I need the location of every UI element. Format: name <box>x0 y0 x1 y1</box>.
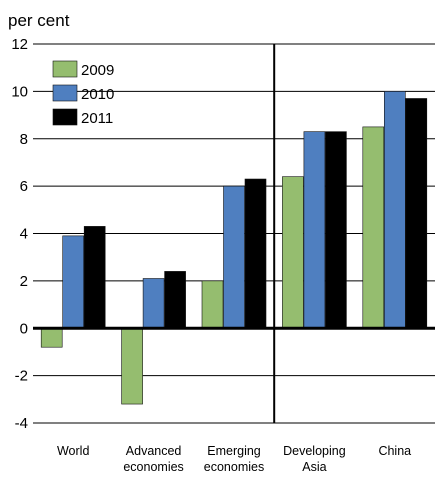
category-label-developing-asia: Developing Asia <box>283 444 346 474</box>
bar-2010-developing-asia <box>303 131 326 329</box>
y-tick-labels: -4 -2 0 2 4 6 8 10 12 <box>11 36 28 432</box>
category-label-world: World <box>57 444 89 458</box>
y-tick-label-8: 8 <box>20 131 28 148</box>
y-tick-label-12: 12 <box>11 36 28 53</box>
y-unit-label: per cent <box>8 11 70 30</box>
category-label-emerging-economies: Emerging economies <box>204 444 264 474</box>
legend-label-2010: 2010 <box>81 86 114 103</box>
category-label-china: China <box>378 444 411 458</box>
y-tick-label--4: -4 <box>15 415 28 432</box>
bar-2011-emerging-economies <box>244 178 267 329</box>
axes <box>33 44 435 423</box>
bar-2009-emerging-economies <box>201 280 224 329</box>
legend-label-2011: 2011 <box>81 110 113 127</box>
bars <box>40 91 428 405</box>
bar-2010-emerging-economies <box>223 185 245 329</box>
legend: 2009 2010 2011 <box>52 60 114 127</box>
y-tick-label-2: 2 <box>20 273 28 290</box>
y-tick-label-0: 0 <box>20 320 28 337</box>
bar-2011-china <box>405 98 428 329</box>
y-tick-label-4: 4 <box>20 226 28 243</box>
bar-2011-advanced-economies <box>164 271 186 329</box>
legend-label-2009: 2009 <box>81 62 114 79</box>
legend-swatch-2009 <box>52 60 78 78</box>
bar-2009-world <box>40 327 63 348</box>
category-labels: World Advanced economies Emerging economies D… <box>57 444 411 474</box>
bar-2010-advanced-economies <box>142 278 165 329</box>
bar-2009-developing-asia <box>282 176 304 329</box>
legend-swatch-2010 <box>52 84 78 102</box>
bar-2010-china <box>383 91 406 329</box>
bar-2011-developing-asia <box>325 131 347 329</box>
bar-2009-china <box>362 126 385 329</box>
legend-swatch-2011 <box>52 108 78 126</box>
category-label-advanced-economies: Advanced economies <box>123 444 183 474</box>
y-tick-label-6: 6 <box>20 178 28 195</box>
bar-2009-advanced-economies <box>121 327 143 405</box>
bar-2010-world <box>62 235 85 329</box>
y-tick-label-10: 10 <box>11 83 28 100</box>
bar-2011-world <box>83 226 106 329</box>
y-tick-label--2: -2 <box>15 368 28 385</box>
